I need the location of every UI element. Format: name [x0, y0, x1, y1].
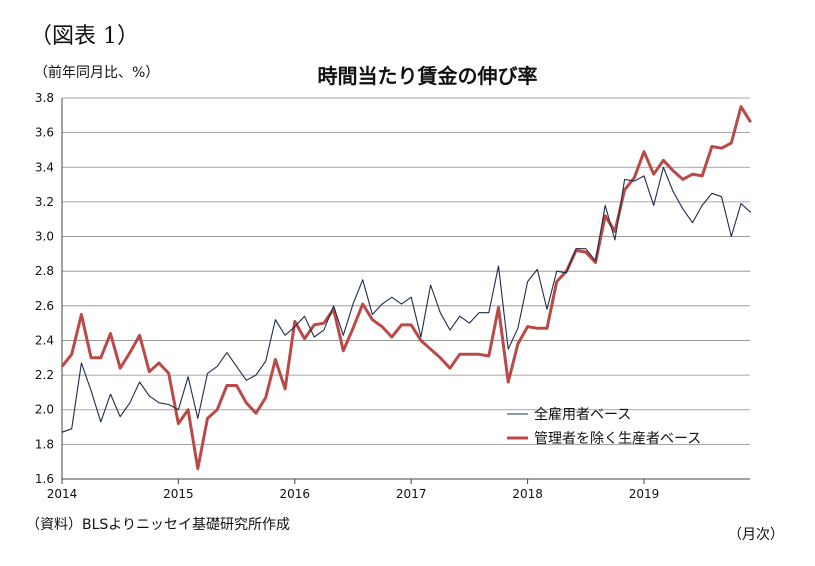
y-tick-label: 3.8: [35, 91, 54, 105]
series-line-1: [61, 166, 752, 433]
y-tick-label: 2.8: [35, 264, 54, 278]
y-tick-label: 3.0: [35, 230, 54, 244]
y-tick-label: 3.4: [35, 160, 54, 174]
x-tick-label: 2015: [163, 487, 194, 501]
x-tick-label: 2017: [396, 487, 427, 501]
x-tick-label: 2019: [629, 487, 660, 501]
legend-label-series-1: 全雇用者ベース: [534, 406, 631, 423]
legend-label-series-2: 管理者を除く生産者ベース: [534, 431, 701, 447]
series-lines: [60, 105, 752, 471]
source-note: （資料）BLSよりニッセイ基礎研究所作成: [26, 517, 291, 533]
axes: [61, 98, 750, 480]
y-tick-label: 1.6: [35, 472, 54, 486]
y-tick-label: 2.0: [35, 403, 54, 417]
y-tick-labels: 1.6 1.8 2.0 2.2 2.4 2.6 2.8 3.0 3.2 3.4 3.6 3.8: [35, 91, 54, 486]
y-tick-label: 3.6: [35, 126, 54, 140]
y-tick-label: 3.2: [35, 195, 54, 209]
y-tick-label: 2.4: [35, 333, 54, 347]
chart-title: 時間当たり賃金の伸び率: [317, 64, 538, 88]
y-tick-label: 2.6: [35, 299, 54, 313]
x-tick-label: 2018: [512, 487, 543, 501]
y-unit-label: （前年同月比、%）: [34, 65, 160, 81]
x-tick-label: 2014: [47, 487, 78, 501]
x-tick-labels: 2014 2015 2016 2017 2018 2019: [47, 479, 660, 501]
x-unit-note: （月次）: [728, 527, 784, 543]
y-tick-label: 1.8: [35, 437, 54, 451]
grid-lines: [62, 97, 750, 445]
legend: 全雇用者ベース 管理者を除く生産者ベース: [507, 406, 701, 447]
y-tick-label: 2.2: [35, 368, 54, 382]
x-tick-label: 2016: [280, 487, 311, 501]
figure-label: （図表 1）: [30, 24, 139, 49]
series-line-2: [60, 105, 752, 471]
